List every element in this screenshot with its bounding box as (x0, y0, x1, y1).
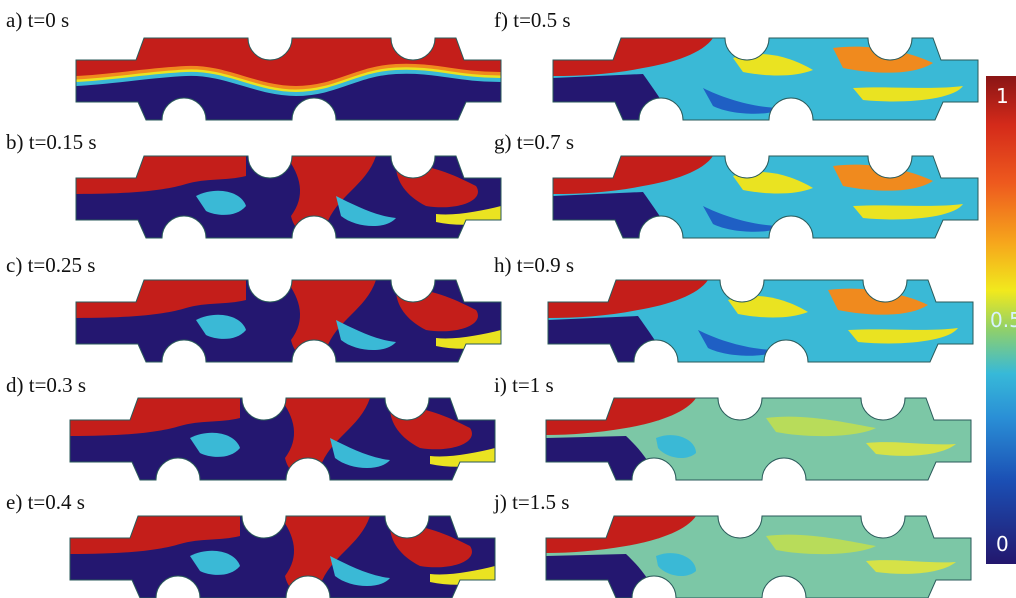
cyan-swirl-mid (330, 556, 390, 587)
channel-wall (75, 155, 502, 239)
concentration-field-j (545, 515, 972, 598)
panel-label-a: a) t=0 s (6, 8, 70, 32)
green-yellow-patch (766, 534, 876, 555)
concentration-field-i (545, 397, 972, 481)
cyan-swirl-left (196, 314, 246, 339)
concentration-field-a (75, 37, 502, 121)
orange-region-right (833, 46, 933, 73)
panel-label-d: d) t=0.3 s (6, 373, 87, 397)
interface-band-yellow (76, 67, 501, 93)
blue-filament (703, 206, 783, 232)
concentration-field-b (75, 155, 502, 239)
orange-region-right (828, 288, 928, 315)
red-vortex-mid (280, 398, 370, 477)
channel-wall (69, 397, 496, 481)
concentration-field-h (547, 279, 974, 363)
cyan-swirl-mid (330, 438, 390, 469)
channel-wall (545, 515, 972, 598)
concentration-field-e (69, 515, 496, 598)
concentration-field-d (69, 397, 496, 481)
blue-filament (703, 88, 783, 114)
panel-label-j: j) t=1.5 s (494, 490, 570, 514)
channel-wall (552, 37, 979, 121)
panel-label-g: g) t=0.7 s (494, 130, 575, 154)
concentration-field-c (75, 279, 502, 363)
panel-label-i: i) t=1 s (494, 373, 554, 397)
colorbar-max-label: 1 (996, 84, 1009, 108)
green-yellow-patch (766, 416, 876, 437)
panel-label-f: f) t=0.5 s (494, 8, 571, 32)
channel-wall (545, 397, 972, 481)
panel-label-b: b) t=0.15 s (6, 130, 97, 154)
yellow-region-lower (853, 204, 963, 220)
channel-wall (547, 279, 974, 363)
panel-label-e: e) t=0.4 s (6, 490, 85, 514)
yellow-patch (866, 442, 956, 456)
cyan-swirl-left (190, 432, 240, 457)
cyan-swirl-left (196, 190, 246, 215)
red-vortex-mid (286, 280, 376, 359)
panel-label-h: h) t=0.9 s (494, 253, 575, 277)
yellow-region-lower (853, 86, 963, 102)
cyan-swirl (656, 435, 696, 459)
concentration-field-g (552, 155, 979, 239)
red-vortex-mid (286, 156, 376, 235)
channel-wall (69, 515, 496, 598)
orange-region-right (833, 164, 933, 191)
yellow-patch (866, 560, 956, 574)
cyan-swirl (656, 553, 696, 577)
cyan-swirl-mid (336, 320, 396, 351)
channel-wall (75, 279, 502, 363)
concentration-field-f (552, 37, 979, 121)
colorbar-mid-label: 0.5 (990, 308, 1016, 332)
blue-filament (698, 330, 778, 356)
interface-band-cyan (76, 69, 501, 97)
colorbar (986, 76, 1016, 564)
interface-band-orange (76, 63, 501, 91)
colorbar-min-label: 0 (996, 532, 1009, 556)
cyan-swirl-left (190, 550, 240, 575)
panel-label-c: c) t=0.25 s (6, 253, 96, 277)
cyan-swirl-mid (336, 196, 396, 227)
yellow-region-lower (848, 328, 958, 344)
channel-wall (75, 37, 502, 121)
red-vortex-mid (280, 516, 370, 595)
channel-wall (552, 155, 979, 239)
